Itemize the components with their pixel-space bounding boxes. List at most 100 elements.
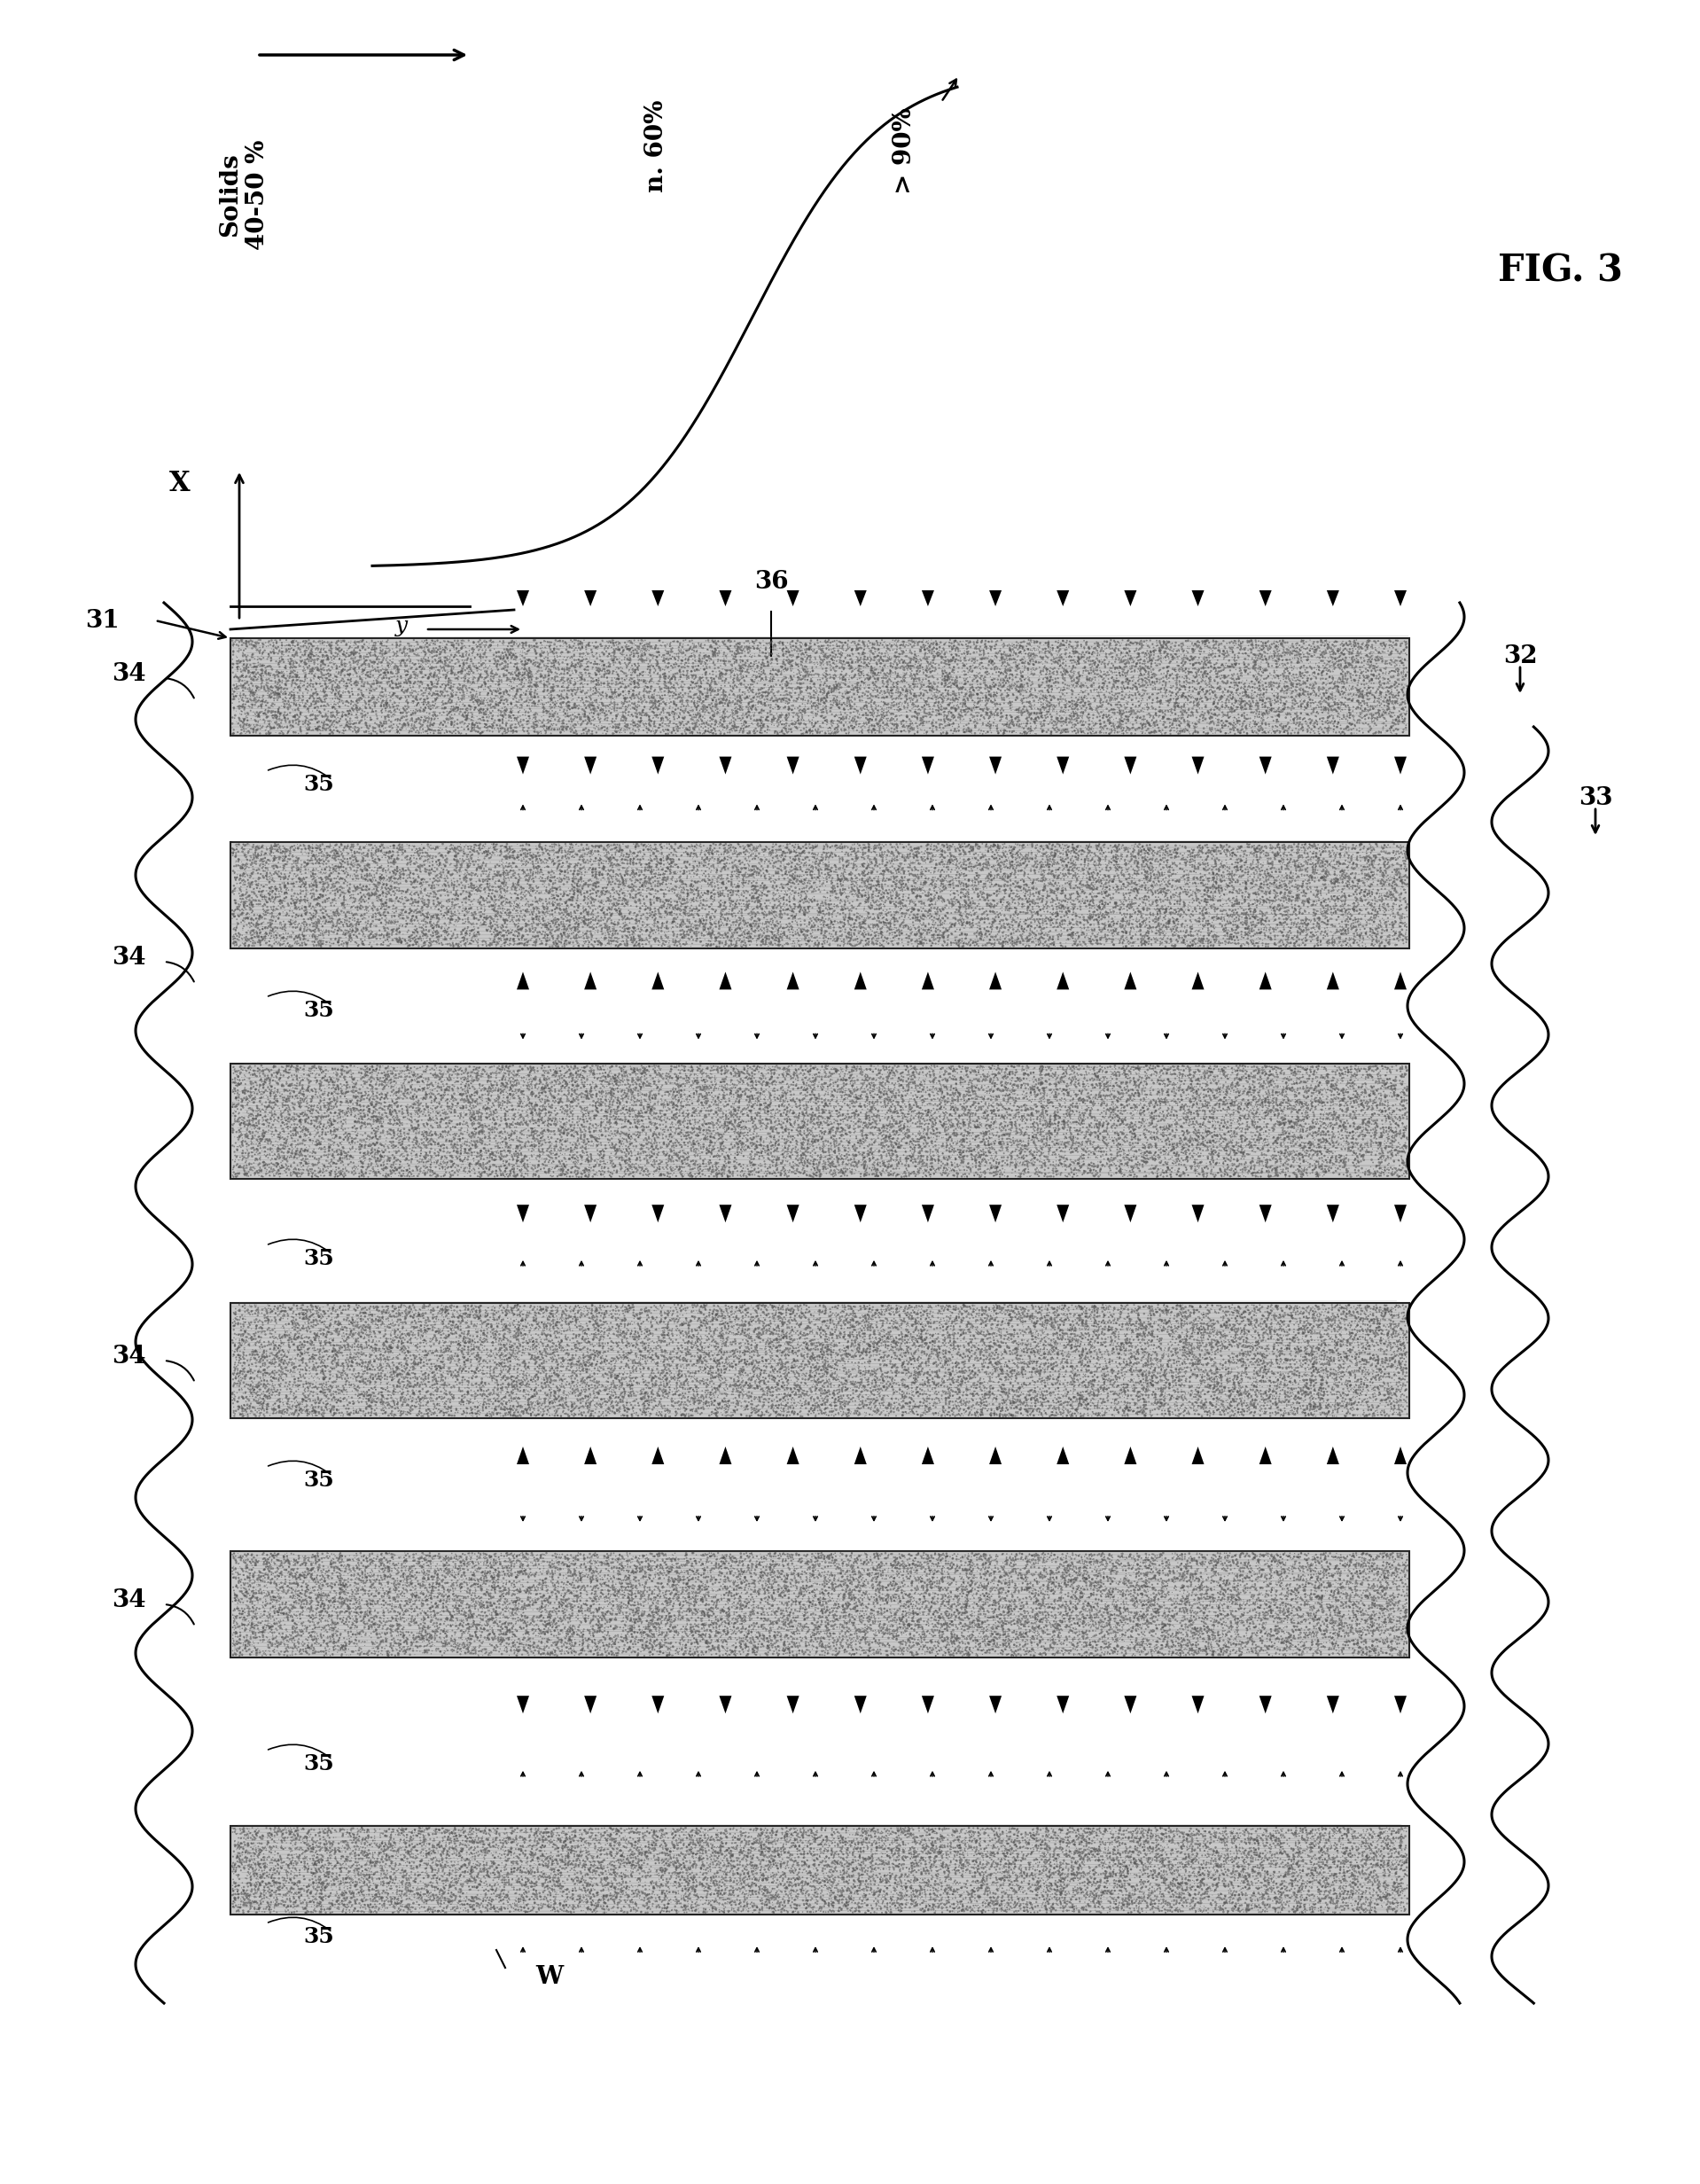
Point xyxy=(1052,834,1080,869)
Point xyxy=(1394,900,1421,935)
Point xyxy=(780,887,808,922)
Point xyxy=(933,1075,960,1109)
Point xyxy=(896,1092,923,1127)
Point xyxy=(507,1575,534,1610)
Point xyxy=(1368,1295,1396,1330)
Point xyxy=(1226,841,1253,876)
Point xyxy=(1370,670,1397,705)
Point xyxy=(852,1297,879,1332)
Point xyxy=(972,1059,1000,1094)
Point xyxy=(819,673,847,708)
Point xyxy=(1171,874,1198,909)
Point xyxy=(782,1564,809,1599)
Point xyxy=(758,1369,785,1404)
Point xyxy=(1018,651,1046,686)
Point xyxy=(1151,898,1178,933)
Point xyxy=(314,695,342,729)
Point xyxy=(819,686,847,721)
Point xyxy=(777,644,804,679)
Point xyxy=(712,1101,740,1136)
Point xyxy=(867,1889,894,1924)
Point xyxy=(530,670,558,705)
Point xyxy=(1165,917,1192,952)
Point xyxy=(1083,1592,1110,1627)
Point xyxy=(1012,1393,1039,1428)
Point xyxy=(1328,1841,1355,1876)
Point xyxy=(1207,1369,1234,1404)
Point xyxy=(1229,1343,1256,1378)
Point xyxy=(359,891,386,926)
Point xyxy=(809,858,836,893)
Point xyxy=(840,670,867,705)
Point xyxy=(656,1295,683,1330)
Point xyxy=(1187,1889,1214,1924)
Point xyxy=(491,887,518,922)
Point xyxy=(573,1081,600,1116)
Point xyxy=(432,1590,459,1625)
Point xyxy=(709,878,736,913)
Point xyxy=(1149,1129,1176,1164)
Point xyxy=(530,917,558,952)
Point xyxy=(1204,1066,1231,1101)
Point xyxy=(362,843,389,878)
Point xyxy=(1001,1592,1029,1627)
Point xyxy=(1198,1572,1226,1607)
Point xyxy=(1188,1332,1216,1367)
Point xyxy=(1161,1393,1188,1428)
Point xyxy=(858,832,886,867)
Point xyxy=(219,716,246,751)
Point xyxy=(983,640,1010,675)
Point xyxy=(520,1324,547,1358)
Point xyxy=(964,1302,991,1337)
Point xyxy=(347,1096,374,1131)
Point xyxy=(1243,1291,1270,1326)
Point xyxy=(1387,1861,1414,1896)
Point xyxy=(809,629,836,664)
Point xyxy=(500,1629,527,1664)
Point xyxy=(415,900,442,935)
Point xyxy=(741,1865,768,1900)
Point xyxy=(527,854,554,889)
Point xyxy=(722,1832,750,1867)
Point xyxy=(884,673,911,708)
Point xyxy=(660,1538,687,1572)
Point xyxy=(1129,1358,1156,1393)
Point xyxy=(1020,1334,1047,1369)
Point xyxy=(952,1612,979,1647)
Point xyxy=(767,1557,794,1592)
Point xyxy=(986,1601,1013,1636)
Point xyxy=(1062,1127,1090,1162)
Point xyxy=(738,1051,765,1085)
Point xyxy=(932,1393,959,1428)
Point xyxy=(1306,1378,1333,1413)
Point xyxy=(772,1538,799,1572)
Point xyxy=(1090,699,1117,734)
Point xyxy=(915,1631,942,1666)
Point xyxy=(1289,1313,1316,1348)
Point xyxy=(1129,880,1156,915)
Point xyxy=(722,1559,750,1594)
Point xyxy=(845,876,872,911)
Point xyxy=(731,1053,758,1088)
Point xyxy=(442,1559,469,1594)
Point xyxy=(537,681,564,716)
Point xyxy=(972,1088,1000,1123)
Point xyxy=(238,1821,265,1856)
Point xyxy=(223,1870,250,1904)
Point xyxy=(1207,828,1234,863)
Point xyxy=(1144,1339,1171,1374)
Point xyxy=(1258,1085,1285,1120)
Point xyxy=(983,917,1010,952)
Point xyxy=(1022,841,1049,876)
Point xyxy=(913,642,940,677)
Point xyxy=(284,1339,311,1374)
Point xyxy=(518,919,546,954)
Point xyxy=(816,1304,843,1339)
Point xyxy=(314,898,342,933)
Point xyxy=(1047,906,1074,941)
Point xyxy=(1175,1845,1202,1880)
Point xyxy=(1013,1542,1040,1577)
Point xyxy=(1290,677,1318,712)
Point xyxy=(994,887,1022,922)
Point xyxy=(741,1348,768,1382)
